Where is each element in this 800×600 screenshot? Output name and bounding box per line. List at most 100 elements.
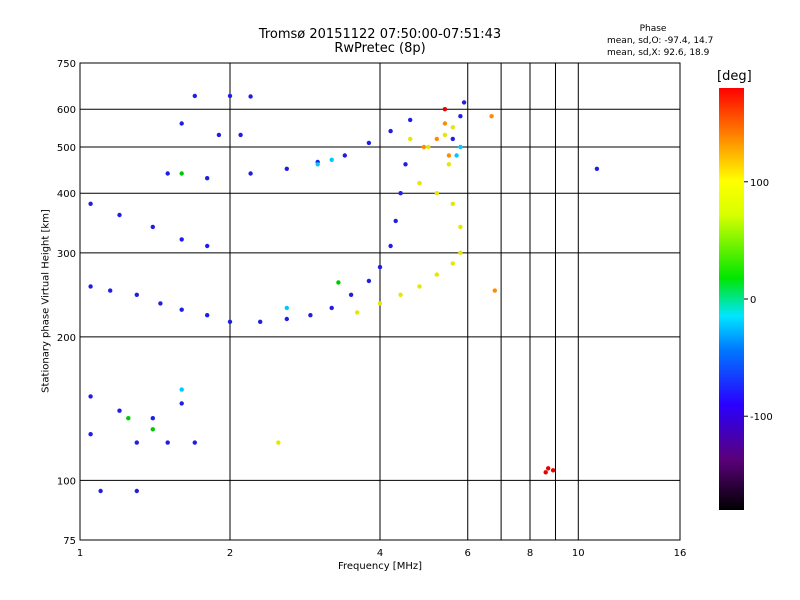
data-point — [205, 176, 210, 181]
data-point — [458, 114, 463, 119]
data-point — [179, 121, 184, 126]
x-tick-label: 1 — [77, 548, 83, 559]
data-point — [227, 319, 233, 324]
data-point — [417, 180, 422, 186]
data-point — [179, 307, 184, 312]
data-point — [179, 171, 184, 176]
grid-lines — [80, 63, 680, 540]
data-point — [276, 440, 281, 445]
data-point — [336, 280, 341, 285]
data-point — [403, 162, 408, 167]
phase-info-o: mean, sd,O: -97.4, 14.7 — [607, 36, 714, 46]
data-point — [355, 310, 360, 315]
y-axis-label: Stationary phase Virtual Height [km] — [40, 209, 52, 393]
data-point — [88, 201, 93, 206]
data-point — [450, 201, 455, 206]
data-point — [546, 466, 551, 471]
x-tick-label: 6 — [465, 548, 471, 559]
colorbar-tick-label: -100 — [750, 412, 773, 423]
data-point — [88, 432, 93, 437]
y-tick-label: 500 — [57, 143, 76, 154]
data-point — [366, 140, 372, 146]
data-point — [88, 394, 93, 399]
data-point — [442, 132, 448, 138]
x-tick-label: 4 — [377, 548, 383, 559]
data-point — [594, 166, 600, 171]
data-point — [117, 212, 122, 218]
data-point — [458, 224, 463, 230]
data-point — [434, 191, 439, 196]
data-point — [366, 278, 372, 284]
data-point — [165, 440, 170, 445]
data-point — [150, 416, 155, 421]
data-point — [126, 416, 131, 421]
data-point — [284, 316, 289, 322]
data-point — [442, 121, 448, 126]
data-point — [408, 136, 413, 142]
data-point — [492, 288, 497, 293]
data-point — [179, 401, 184, 406]
data-point — [88, 284, 93, 289]
y-tick-label: 400 — [57, 189, 76, 200]
y-tick-label: 100 — [57, 476, 76, 487]
data-point — [150, 427, 155, 432]
chart-subtitle: RwPretec (8p) — [334, 41, 426, 56]
data-point — [248, 94, 253, 99]
data-point — [205, 243, 210, 249]
data-point — [489, 114, 494, 119]
phase-info-x: mean, sd,X: 92.6, 18.9 — [607, 48, 710, 58]
data-point — [165, 171, 170, 176]
data-point — [284, 305, 289, 311]
data-point — [248, 171, 253, 176]
x-axis-label: Frequency [MHz] — [337, 561, 423, 572]
data-point — [205, 313, 210, 318]
data-point — [108, 288, 113, 293]
data-point — [454, 153, 459, 158]
data-point — [179, 237, 184, 242]
data-point — [543, 470, 548, 475]
data-point — [398, 191, 403, 196]
data-point — [179, 387, 184, 392]
data-point — [446, 153, 452, 158]
data-point — [134, 292, 139, 297]
data-point — [98, 488, 103, 494]
colorbar-unit-label: [deg] — [717, 69, 752, 84]
data-point — [426, 144, 431, 150]
data-point — [308, 313, 313, 318]
data-point — [388, 243, 393, 249]
data-point — [134, 488, 139, 494]
data-point — [158, 301, 163, 306]
y-tick-label: 300 — [57, 249, 76, 260]
data-point — [329, 305, 334, 311]
data-point — [192, 440, 197, 445]
colorbar — [719, 88, 744, 510]
data-point — [398, 292, 403, 297]
data-point — [458, 250, 463, 255]
data-point — [450, 136, 455, 142]
y-tick-label: 600 — [57, 105, 76, 116]
data-point — [117, 408, 122, 413]
x-tick-label: 8 — [527, 548, 533, 559]
data-point — [342, 153, 347, 158]
data-point — [388, 128, 393, 134]
colorbar-ticks: 100 0 -100 — [744, 178, 773, 423]
data-point — [446, 162, 452, 167]
data-point — [458, 144, 463, 150]
x-tick-label: 10 — [572, 548, 585, 559]
data-point — [192, 93, 197, 99]
data-point — [216, 132, 222, 138]
colorbar-tick-label: 100 — [750, 178, 769, 189]
x-tick-label: 16 — [674, 548, 687, 559]
data-point — [377, 301, 383, 306]
data-point — [421, 144, 427, 150]
y-tick-label: 750 — [57, 59, 76, 70]
y-tick-label: 75 — [63, 536, 76, 547]
data-point — [150, 224, 155, 230]
data-point — [284, 166, 289, 171]
x-axis-ticks: 1 2 4 6 8 10 16 — [77, 548, 687, 559]
data-point — [450, 261, 455, 266]
data-point — [434, 272, 439, 277]
phase-info-heading: Phase — [639, 24, 667, 34]
data-point — [461, 100, 467, 105]
